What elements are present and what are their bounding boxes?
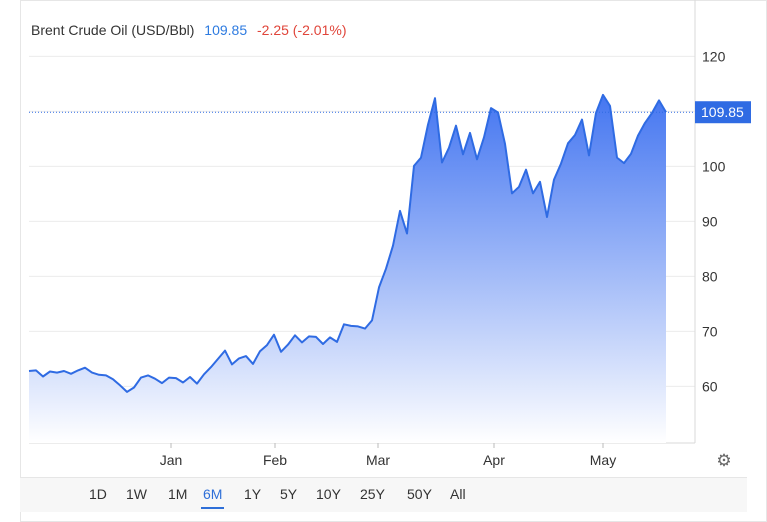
price-line bbox=[28, 93, 667, 393]
x-tick-label: Jan bbox=[160, 452, 183, 468]
range-selector: 1D 1W 1M 6M 1Y 5Y 10Y 25Y 50Y All bbox=[20, 477, 747, 512]
x-tick-label: May bbox=[590, 452, 616, 468]
y-tick-label: 80 bbox=[702, 268, 718, 284]
y-tick-label: 90 bbox=[702, 213, 718, 229]
gear-icon[interactable]: ⚙ bbox=[716, 451, 732, 470]
range-button-all[interactable]: All bbox=[450, 486, 466, 502]
price-area bbox=[29, 94, 666, 444]
y-tick-label: 70 bbox=[702, 323, 718, 339]
y-tick-label: 120 bbox=[702, 48, 726, 64]
x-tick-label: Feb bbox=[263, 452, 287, 468]
x-tick-label: Mar bbox=[366, 452, 390, 468]
range-button-1d[interactable]: 1D bbox=[89, 486, 107, 502]
last-price-label-bg bbox=[695, 101, 751, 124]
range-button-50y[interactable]: 50Y bbox=[407, 486, 432, 502]
last-price-label: 109.85 bbox=[701, 104, 744, 120]
range-button-1m[interactable]: 1M bbox=[168, 486, 188, 502]
x-tick-label: Apr bbox=[483, 452, 505, 468]
y-tick-label: 100 bbox=[702, 158, 726, 174]
price-chart[interactable]: 60708090100110120JanFebMarAprMay109.85 bbox=[0, 0, 767, 470]
range-button-1y[interactable]: 1Y bbox=[244, 486, 262, 502]
last-price: 109.85 bbox=[204, 22, 248, 38]
range-button-10y[interactable]: 10Y bbox=[316, 486, 341, 502]
price-change: -2.25 (-2.01%) bbox=[257, 22, 347, 38]
instrument-title: Brent Crude Oil (USD/Bbl) bbox=[31, 22, 195, 38]
chart-header: Brent Crude Oil (USD/Bbl) 109.85 -2.25 (… bbox=[31, 22, 352, 38]
range-button-5y[interactable]: 5Y bbox=[280, 486, 298, 502]
range-button-25y[interactable]: 25Y bbox=[360, 486, 385, 502]
y-tick-label: 60 bbox=[702, 378, 718, 394]
range-button-1w[interactable]: 1W bbox=[126, 486, 147, 502]
range-button-6m[interactable]: 6M bbox=[201, 486, 225, 509]
